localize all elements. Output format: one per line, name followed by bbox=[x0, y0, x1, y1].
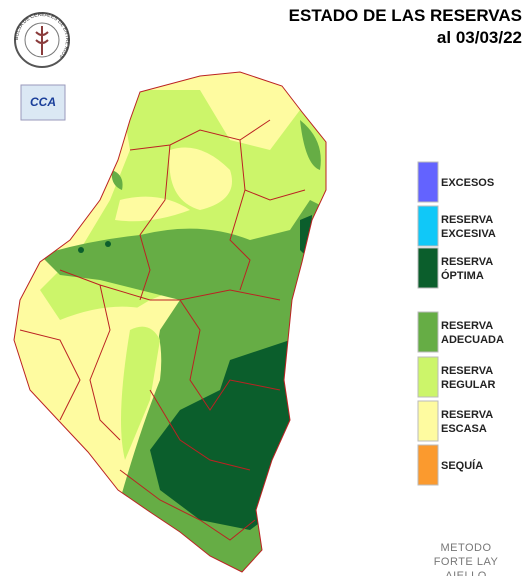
map-shape bbox=[78, 247, 84, 253]
legend-label: RESERVA bbox=[441, 409, 493, 421]
legend-label: RESERVA bbox=[441, 214, 493, 226]
legend-swatch bbox=[417, 356, 439, 398]
map-region bbox=[115, 147, 232, 222]
legend-swatch bbox=[417, 311, 439, 353]
legend-label: RESERVA bbox=[441, 256, 493, 268]
legend-swatch bbox=[417, 247, 439, 289]
map-shape bbox=[105, 241, 111, 247]
legend-label: RESERVA bbox=[441, 365, 493, 377]
map-region bbox=[121, 326, 160, 460]
legend-swatch bbox=[417, 400, 439, 442]
legend-label: SEQUÍA bbox=[441, 459, 483, 472]
footer-text: AIELLO bbox=[445, 570, 487, 576]
date: al 03/03/22 bbox=[437, 28, 522, 47]
legend-label: REGULAR bbox=[441, 379, 495, 391]
footer: METODO FORTE LAY AIELLO bbox=[434, 542, 499, 581]
badge-box bbox=[20, 84, 66, 121]
badge-text: CCA bbox=[30, 95, 56, 109]
legend-swatch bbox=[417, 205, 439, 247]
legend-label: RESERVA bbox=[441, 320, 493, 332]
logo: BOLSA DE CEREALES DE ENTRE RIOS CCA bbox=[14, 12, 70, 121]
footer-text: METODO bbox=[440, 542, 491, 554]
map-region bbox=[150, 340, 290, 530]
legend-swatch bbox=[417, 161, 439, 203]
map-shape bbox=[14, 72, 326, 572]
legend-swatch bbox=[417, 444, 439, 486]
legend-label: ESCASA bbox=[441, 423, 487, 435]
legend-label: ÓPTIMA bbox=[441, 269, 484, 282]
legend: EXCESOSRESERVAEXCESIVARESERVAÓPTIMARESER… bbox=[417, 161, 504, 486]
title: ESTADO DE LAS RESERVAS bbox=[289, 6, 522, 25]
legend-label: EXCESOS bbox=[441, 177, 494, 189]
footer-text: FORTE LAY bbox=[434, 556, 499, 568]
map-region bbox=[19, 119, 306, 541]
legend-label: EXCESIVA bbox=[441, 228, 496, 240]
map bbox=[13, 71, 327, 573]
legend-label: ADECUADA bbox=[441, 334, 504, 346]
logo-wheat bbox=[35, 26, 49, 55]
